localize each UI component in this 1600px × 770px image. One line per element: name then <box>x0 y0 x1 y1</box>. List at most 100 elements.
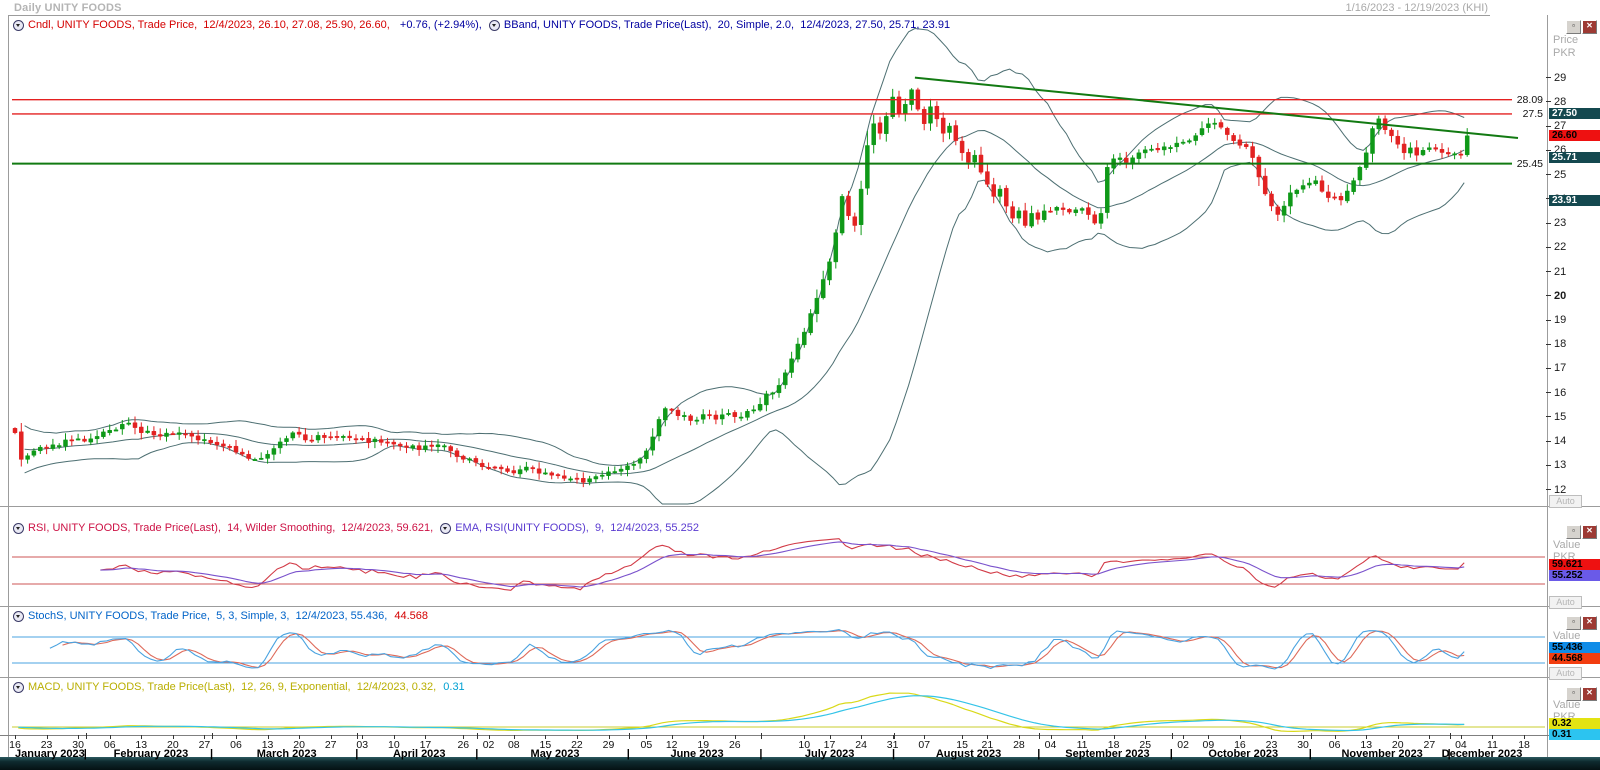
month-tick-mark <box>477 733 479 739</box>
price-tick-mark <box>1546 367 1551 369</box>
indicator-collapse-icon[interactable] <box>440 522 452 534</box>
day-tick-label: 30 <box>1297 739 1309 751</box>
day-tick-mark <box>1334 735 1336 739</box>
month-label: March 2023 <box>256 748 317 760</box>
price-tick-mark <box>1546 295 1551 297</box>
day-tick-mark <box>1429 735 1431 739</box>
restore-icon[interactable]: ▫ <box>1566 20 1581 34</box>
macd-indicator-label: MACD, UNITY FOODS, Trade Price(Last), 12… <box>28 681 440 693</box>
day-tick-mark <box>804 735 806 739</box>
day-tick-label: 18 <box>1107 739 1120 751</box>
day-tick-mark <box>46 735 48 739</box>
price-tick-label: 20 <box>1554 289 1567 302</box>
rsi-panel-separator <box>0 506 1600 507</box>
price-tick-mark <box>1546 174 1551 176</box>
month-tick-mark <box>628 733 630 739</box>
day-tick-label: 04 <box>1455 739 1467 751</box>
price-tick-label: 12 <box>1554 483 1567 496</box>
day-tick-label: 27 <box>1423 739 1436 751</box>
stoch-indicator-label: StochS, UNITY FOODS, Trade Price, 5, 3, … <box>28 610 391 622</box>
close-icon[interactable]: ✕ <box>1582 687 1597 701</box>
day-tick-mark <box>1082 735 1084 739</box>
time-axis-separator <box>0 735 1600 736</box>
day-tick-label: 26 <box>728 739 741 751</box>
day-tick-mark <box>330 735 332 739</box>
price-tick-label: 15 <box>1554 410 1567 423</box>
price-tick-label: 28 <box>1554 95 1567 108</box>
month-tick-mark <box>1039 733 1041 739</box>
day-tick-label: 28 <box>1013 739 1025 751</box>
restore-icon[interactable]: ▫ <box>1566 687 1581 701</box>
value-badge: 25.71 <box>1549 151 1600 163</box>
day-tick-mark <box>576 735 578 739</box>
month-separator: | <box>1308 748 1312 760</box>
indicator-collapse-icon[interactable] <box>13 19 24 31</box>
price-tick-mark <box>1546 319 1551 321</box>
close-icon[interactable]: ✕ <box>1582 20 1597 34</box>
day-tick-mark <box>1239 735 1241 739</box>
price-tick-mark <box>1546 343 1551 345</box>
day-tick-label: 19 <box>697 739 710 751</box>
auto-scale-button[interactable]: Auto <box>1549 596 1582 609</box>
day-tick-label: 20 <box>293 739 305 751</box>
price-tick-label: 25 <box>1554 168 1567 181</box>
day-tick-label: 15 <box>956 739 968 751</box>
title-separator <box>8 15 1490 16</box>
month-tick-mark <box>1310 733 1312 739</box>
day-tick-mark <box>608 735 610 739</box>
day-tick-mark <box>1018 735 1020 739</box>
indicator-collapse-icon[interactable] <box>488 19 500 31</box>
indicator-collapse-icon[interactable] <box>13 681 24 693</box>
month-tick-mark <box>1449 733 1451 739</box>
price-tick-label: 18 <box>1554 338 1567 351</box>
day-tick-label: 22 <box>571 739 583 751</box>
month-tick-mark <box>893 733 895 739</box>
day-tick-mark <box>892 735 894 739</box>
month-label: August 2023 <box>935 748 1002 760</box>
price-tick-mark <box>1546 271 1551 273</box>
value-badge: 44.568 <box>1549 653 1600 665</box>
day-tick-mark <box>545 735 547 739</box>
close-icon[interactable]: ✕ <box>1582 616 1597 630</box>
day-tick-label: 08 <box>507 739 520 751</box>
day-tick-label: 12 <box>665 739 678 751</box>
day-tick-label: 16 <box>1234 739 1246 751</box>
month-tick-mark <box>1171 733 1173 739</box>
rsi-indicator-label: RSI, UNITY FOODS, Trade Price(Last), 14,… <box>28 522 437 534</box>
left-border <box>8 15 9 757</box>
day-tick-label: 13 <box>135 739 148 751</box>
day-tick-label: 17 <box>823 739 836 751</box>
month-label: July 2023 <box>804 748 855 760</box>
restore-icon[interactable]: ▫ <box>1566 616 1581 630</box>
day-tick-mark <box>924 735 926 739</box>
restore-icon[interactable]: ▫ <box>1566 525 1581 539</box>
price-tick-mark <box>1546 222 1551 224</box>
day-tick-mark <box>1113 735 1115 739</box>
day-tick-label: 04 <box>1044 739 1057 751</box>
month-separator: | <box>891 748 896 760</box>
day-tick-mark <box>1492 735 1494 739</box>
indicator-collapse-icon[interactable] <box>13 522 24 534</box>
price-tick-label: 27 <box>1554 120 1567 133</box>
month-separator: | <box>1037 748 1041 760</box>
price-tick-label: 21 <box>1554 265 1567 278</box>
day-tick-label: 11 <box>1076 739 1088 751</box>
day-tick-mark <box>1397 735 1399 739</box>
day-tick-label: 02 <box>482 739 495 751</box>
price-tick-mark <box>1546 125 1551 127</box>
auto-scale-button[interactable]: Auto <box>1549 667 1582 680</box>
day-tick-label: 07 <box>918 739 931 751</box>
day-tick-mark <box>299 735 301 739</box>
auto-scale-button[interactable]: Auto <box>1549 495 1582 508</box>
indicator-collapse-icon[interactable] <box>13 610 24 622</box>
day-tick-mark <box>141 735 143 739</box>
day-tick-mark <box>734 735 736 739</box>
close-icon[interactable]: ✕ <box>1582 525 1597 539</box>
day-tick-label: 03 <box>356 739 369 751</box>
month-tick-mark <box>212 733 214 739</box>
day-tick-label: 26 <box>457 739 470 751</box>
month-label: January 2023 <box>15 748 85 760</box>
month-label: May 2023 <box>530 748 580 760</box>
